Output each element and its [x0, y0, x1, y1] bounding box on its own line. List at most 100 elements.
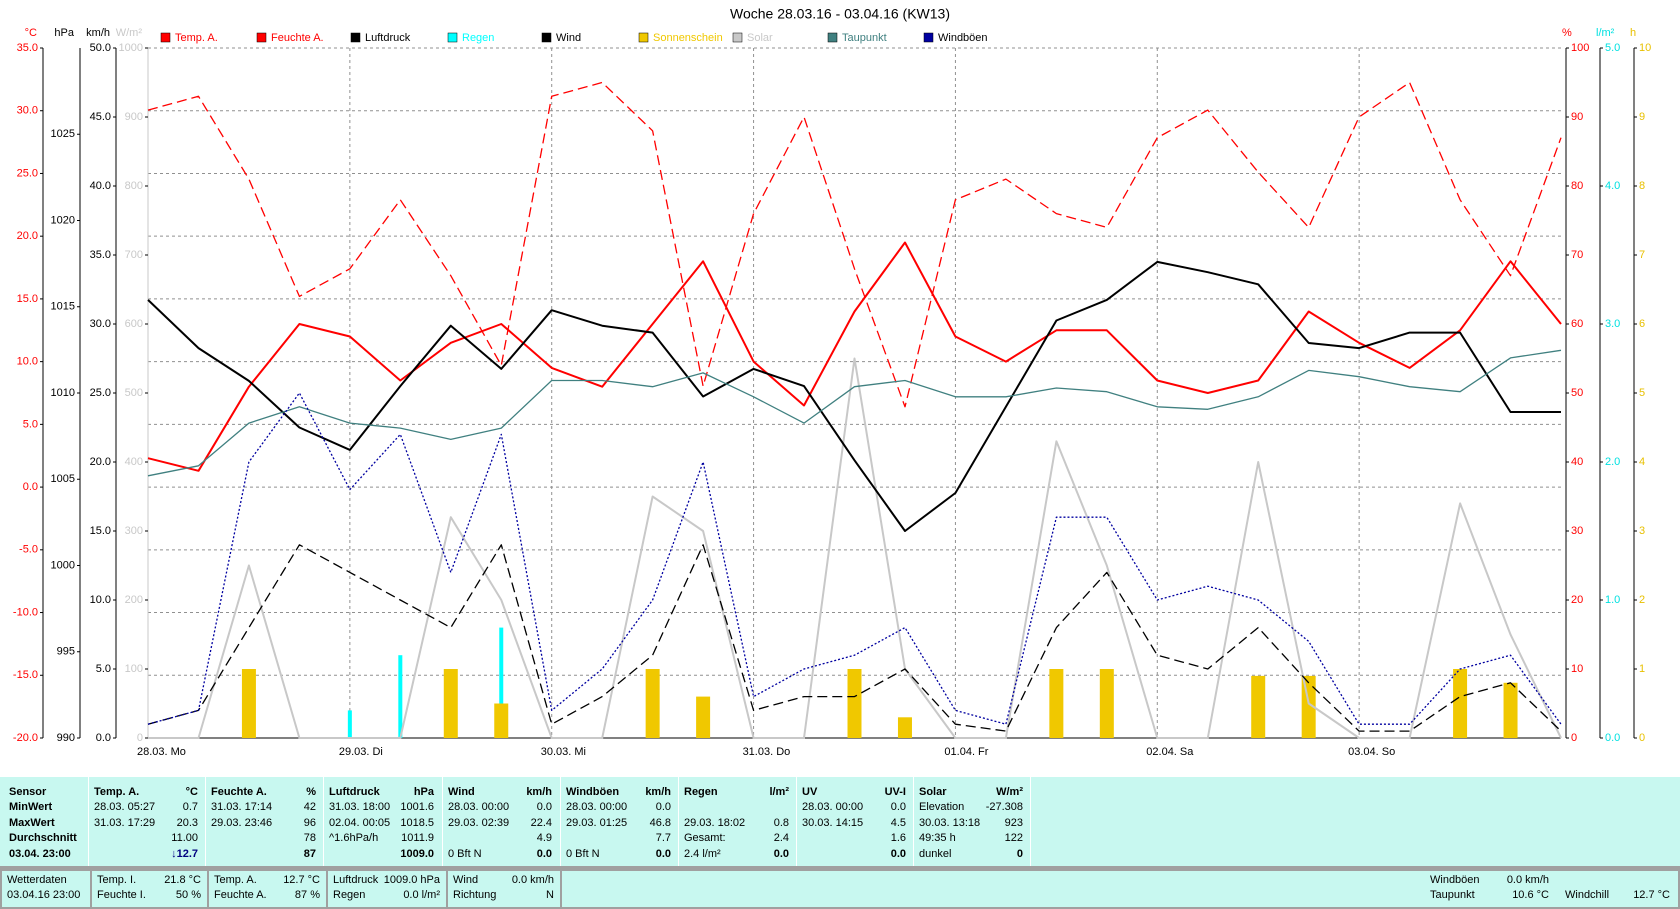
column-title: Solar: [919, 786, 947, 798]
bar: [1251, 675, 1266, 738]
y-tick-label: 200: [125, 594, 143, 606]
series-line: [147, 392, 1562, 725]
stat-value: 1.6: [890, 832, 906, 844]
legend-swatch: [827, 32, 838, 43]
bar: [443, 669, 458, 738]
x-tick-label: 01.04. Fr: [944, 746, 988, 758]
column-title: UV: [802, 786, 818, 798]
axis-unit: hPa: [54, 27, 74, 39]
column-title: Windböen: [566, 786, 620, 798]
footer-label: Wind: [453, 874, 479, 886]
footer-value: 1009.0 hPa: [383, 874, 440, 886]
y-tick-label: 4: [1639, 456, 1645, 468]
stat-value: 1018.5: [400, 817, 434, 829]
legend-swatch: [350, 32, 361, 43]
y-tick-label: 3.0: [1605, 318, 1620, 330]
bar: [398, 655, 403, 738]
y-tick-label: 600: [125, 318, 143, 330]
stat-value: 4.9: [536, 832, 552, 844]
stats-table: Sensor MinWert MaxWert Durchschnitt 03.04. 2…: [0, 777, 1680, 866]
column-separator: [913, 777, 914, 866]
stat-value: 923: [1004, 817, 1023, 829]
y-tick-label: 500: [125, 387, 143, 399]
bar: [1503, 682, 1518, 738]
footer-box: Windböen 0.0 km/h Taupunkt 10.6 °C: [1425, 871, 1555, 907]
y-tick-label: 60: [1571, 318, 1583, 330]
y-tick-label: 900: [125, 111, 143, 123]
footer-label: Feuchte I.: [97, 889, 146, 901]
y-tick-label: 800: [125, 180, 143, 192]
legend-swatch: [541, 32, 552, 43]
footer-value: N: [546, 889, 554, 901]
stat-value: -27.308: [985, 801, 1023, 813]
footer-value: 50 %: [175, 889, 201, 901]
stat-value: 0.0: [890, 848, 906, 860]
y-tick-label: 400: [125, 456, 143, 468]
footer-box: Windchill 12.7 °C: [1560, 871, 1676, 907]
legend-label: Luftdruck: [365, 32, 411, 44]
y-tick-label: 0: [1639, 732, 1645, 744]
series-line: [147, 349, 1562, 477]
footer-box: Wetterdaten 03.04.16 23:00: [2, 871, 90, 907]
legend-label: Regen: [462, 32, 494, 44]
axis-unit: W/m²: [116, 27, 143, 39]
stat-value: 11.00: [171, 832, 198, 844]
stat-value: 4.5: [890, 817, 906, 829]
stat-value: 0.7: [182, 801, 198, 813]
y-tick-label: 0: [1571, 732, 1577, 744]
y-tick-label: 2.0: [1605, 456, 1620, 468]
y-tick-label: 700: [125, 249, 143, 261]
y-tick-label: -5.0: [19, 544, 38, 556]
legend-label: Sonnenschein: [653, 32, 723, 44]
current-data: Wetterdaten 03.04.16 23:00 Temp. I. 21.8 °C…: [0, 870, 1680, 909]
stat-label: 30.03. 13:18: [919, 817, 981, 829]
stat-value: 2.4: [773, 832, 789, 844]
stat-label: 28.03. 00:00: [802, 801, 864, 813]
stat-value: 0.0: [655, 801, 671, 813]
stat-label: 28.03. 00:00: [566, 801, 628, 813]
y-tick-label: 2: [1639, 594, 1645, 606]
axis-unit: km/h: [86, 27, 110, 39]
stat-label: ^1.6hPa/h: [329, 832, 379, 844]
y-tick-label: 1000: [51, 559, 75, 571]
legend-swatch: [447, 32, 458, 43]
stat-value: 42: [303, 801, 316, 813]
y-tick-label: 90: [1571, 111, 1583, 123]
legend-swatch: [256, 32, 267, 43]
legend-swatch: [732, 32, 743, 43]
y-tick-label: 40.0: [90, 180, 111, 192]
column-title: Wind: [448, 786, 475, 798]
y-tick-label: -15.0: [13, 669, 38, 681]
stat-label: 29.03. 01:25: [566, 817, 628, 829]
y-tick-label: 990: [57, 732, 75, 744]
y-tick-label: 6: [1639, 318, 1645, 330]
stat-value: 0.0: [536, 801, 552, 813]
column-unit: W/m²: [996, 786, 1023, 798]
row-label: Sensor: [9, 786, 47, 798]
bar: [499, 627, 504, 738]
y-tick-label: 45.0: [90, 111, 111, 123]
stat-label: 31.03. 18:00: [329, 801, 391, 813]
footer-value: 0.0 l/m²: [403, 889, 440, 901]
stat-label: 0 Bft N: [566, 848, 600, 860]
bar: [347, 710, 352, 738]
footer-value: 87 %: [294, 889, 320, 901]
y-tick-label: 50.0: [90, 42, 111, 54]
footer-label: Windchill: [1565, 889, 1610, 901]
legend-label: Wind: [556, 32, 581, 44]
footer-label: Wetterdaten: [7, 874, 67, 886]
stat-value: 96: [303, 817, 316, 829]
series-line: [147, 544, 1562, 732]
chart: Woche 28.03.16 - 03.04.16 (KW13) 28.03. …: [13, 6, 1651, 758]
row-label: 03.04. 23:00: [9, 848, 71, 860]
stat-value: 1001.6: [400, 801, 434, 813]
column-separator: [796, 777, 797, 866]
bar: [1453, 669, 1468, 738]
y-tick-label: 20: [1571, 594, 1583, 606]
footer-label: 03.04.16 23:00: [7, 889, 81, 901]
footer-value: 21.8 °C: [164, 874, 201, 886]
stat-label: dunkel: [919, 848, 952, 860]
y-tick-label: 5.0: [96, 663, 111, 675]
footer-label: Feuchte A.: [214, 889, 267, 901]
legend-label: Taupunkt: [842, 32, 887, 44]
